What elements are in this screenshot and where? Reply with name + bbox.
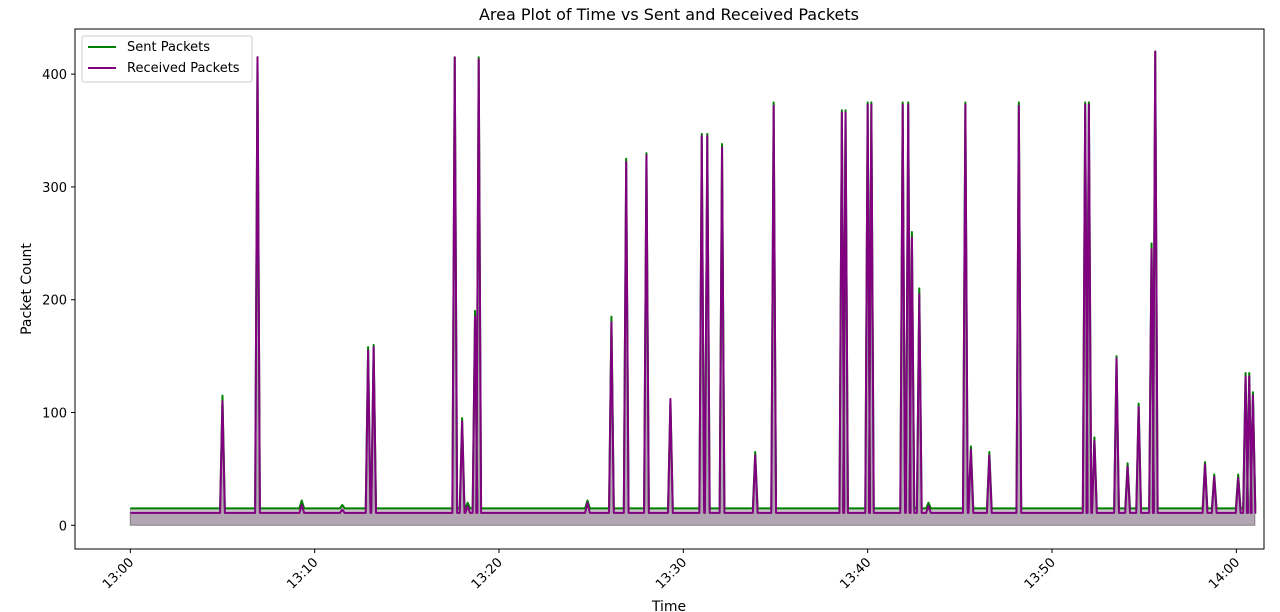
x-tick-label: 13:20 — [469, 555, 506, 592]
y-tick-label: 400 — [42, 68, 67, 83]
x-tick-label: 13:30 — [653, 555, 690, 592]
chart-title: Area Plot of Time vs Sent and Received P… — [479, 5, 859, 24]
line-layer — [130, 50, 1257, 514]
y-axis: 0 100 200 300 400 — [42, 68, 75, 534]
legend: Sent Packets Received Packets — [81, 35, 253, 83]
x-tick-label: 13:00 — [100, 555, 137, 592]
y-tick-label: 100 — [42, 407, 67, 422]
y-tick-label: 300 — [42, 181, 67, 196]
plot-frame — [74, 28, 1265, 550]
x-tick-label: 13:40 — [837, 555, 874, 592]
legend-received-label: Received Packets — [127, 61, 240, 76]
legend-sent-label: Sent Packets — [127, 40, 210, 55]
y-axis-title: Packet Count — [19, 243, 35, 335]
x-axis: 13:00 13:10 13:20 13:30 13:40 13:50 14:00 — [100, 549, 1243, 592]
x-tick-label: 13:50 — [1022, 555, 1059, 592]
x-axis-title: Time — [651, 599, 686, 612]
y-tick-label: 200 — [42, 294, 67, 309]
y-tick-label: 0 — [59, 519, 67, 534]
x-tick-label: 13:10 — [284, 555, 321, 592]
x-tick-label: 14:00 — [1206, 555, 1243, 592]
legend-box — [81, 35, 253, 83]
series-line-1 — [130, 50, 1257, 514]
